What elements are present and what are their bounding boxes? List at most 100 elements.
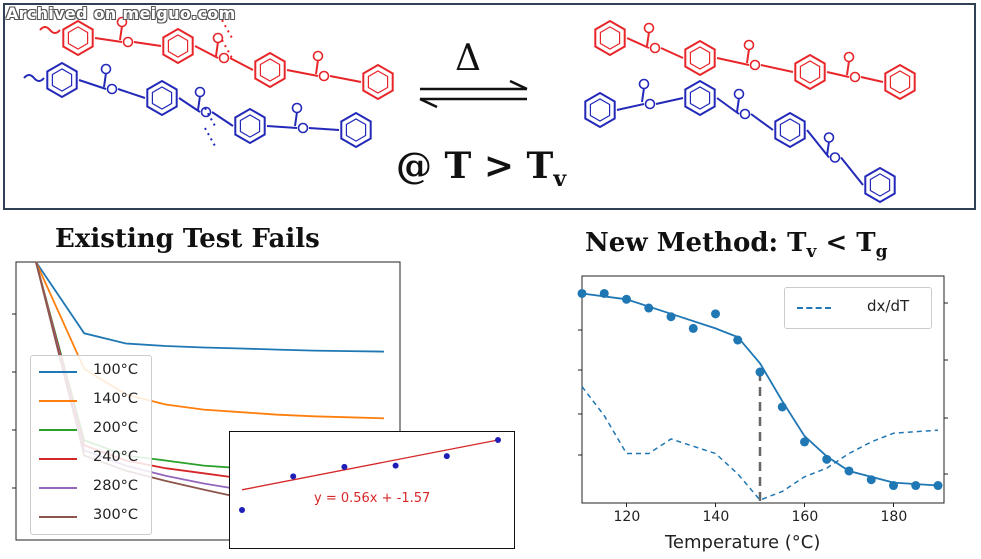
- bond: [716, 57, 750, 66]
- benzene-ring: [774, 111, 806, 149]
- legend-swatch: [39, 371, 77, 373]
- bond: [229, 57, 254, 71]
- oxygen-atom: [116, 16, 128, 28]
- oxygen-atom: [291, 102, 303, 114]
- benzene-ring: [46, 61, 78, 99]
- legend-swatch: [39, 400, 77, 402]
- inset-point: [392, 462, 399, 469]
- bond: [655, 97, 684, 105]
- oxygen-atom: [194, 86, 206, 98]
- oxygen-atom: [843, 51, 855, 63]
- legend-label: 280°C: [93, 478, 139, 494]
- bond: [826, 71, 850, 78]
- x-axis-label: Temperature (°C): [665, 532, 821, 553]
- data-point: [755, 367, 765, 377]
- inset-point: [290, 473, 297, 480]
- data-point: [933, 481, 943, 491]
- bond: [103, 72, 107, 88]
- inset-point: [239, 507, 245, 513]
- inset-plot-frame: [229, 431, 515, 549]
- aromatic-inner: [67, 26, 89, 50]
- watermark: Archived on meiguo.com: [6, 4, 236, 23]
- bond: [616, 103, 645, 111]
- legend-swatch: [39, 429, 77, 431]
- bond: [760, 64, 794, 73]
- bond: [211, 111, 234, 127]
- benzene-ring: [146, 79, 178, 117]
- chain-end-wavy: [23, 74, 45, 82]
- benzene-ring: [864, 166, 896, 204]
- benzene-ring: [362, 63, 394, 101]
- data-point: [711, 309, 720, 319]
- benzene-ring: [234, 107, 266, 145]
- oxygen-atom: [122, 36, 134, 48]
- benzene-ring: [684, 39, 716, 77]
- bond: [736, 97, 740, 113]
- legend-swatch: [39, 487, 77, 489]
- aromatic-inner: [589, 98, 611, 122]
- bond: [94, 37, 123, 43]
- bond: [641, 87, 645, 103]
- fit-curve: [581, 292, 939, 487]
- data-point: [777, 402, 787, 412]
- oxygen-atom: [849, 71, 861, 83]
- data-point: [644, 303, 654, 313]
- x-tick-label: 160: [791, 509, 819, 525]
- benzene-ring: [162, 27, 194, 65]
- legend-entry: 240°C: [39, 449, 149, 469]
- bond: [294, 111, 298, 127]
- oxygen-atom: [297, 122, 309, 134]
- benzene-ring: [684, 79, 716, 117]
- aromatic-inner: [889, 70, 911, 94]
- legend-swatch: [39, 516, 77, 518]
- bond: [660, 47, 684, 59]
- benzene-ring: [340, 111, 372, 149]
- legend-entry: 100°C: [39, 362, 149, 382]
- bond: [197, 95, 201, 111]
- reaction-scheme-box: [3, 3, 976, 210]
- bond: [329, 75, 362, 83]
- aromatic-inner: [259, 58, 281, 82]
- aromatic-inner: [51, 68, 73, 92]
- data-point: [666, 312, 676, 322]
- equilibrium-arrows: [419, 79, 528, 109]
- bond: [178, 97, 201, 113]
- heat-delta-symbol: Δ: [455, 38, 481, 79]
- legend-label: 300°C: [93, 507, 139, 523]
- oxygen-atom: [218, 52, 230, 64]
- series-line-100°C: [35, 261, 385, 353]
- data-point: [577, 288, 587, 298]
- aromatic-inner: [689, 46, 711, 70]
- benzene-ring: [594, 19, 626, 57]
- aromatic-inner: [689, 86, 711, 110]
- bond: [119, 25, 123, 41]
- benzene-ring: [884, 63, 916, 101]
- legend-entry: 300°C: [39, 507, 149, 527]
- bond: [806, 129, 830, 159]
- bond: [194, 45, 219, 59]
- legend-swatch: [39, 458, 77, 460]
- bond: [750, 113, 774, 131]
- bond: [266, 125, 298, 129]
- data-point: [622, 294, 631, 304]
- inset-point: [443, 453, 450, 460]
- right-panel-title: New Method: Tv < Tg: [585, 228, 888, 263]
- oxygen-atom: [739, 108, 751, 120]
- benzene-ring: [62, 19, 94, 57]
- data-point: [688, 323, 698, 333]
- bond: [286, 69, 319, 77]
- aromatic-inner: [167, 34, 189, 58]
- legend-label: 240°C: [93, 449, 139, 465]
- bond: [315, 59, 319, 75]
- x-tick-label: 180: [880, 509, 908, 525]
- data-point: [733, 335, 743, 345]
- oxygen-atom: [212, 32, 224, 44]
- data-point: [911, 481, 921, 491]
- legend-entry: 200°C: [39, 420, 149, 440]
- fit-equation: y = 0.56x + -1.57: [314, 491, 431, 506]
- left-plot-frame: [15, 261, 401, 541]
- legend-entry: 140°C: [39, 391, 149, 411]
- data-point: [599, 288, 609, 298]
- x-tick-label: 140: [702, 509, 730, 525]
